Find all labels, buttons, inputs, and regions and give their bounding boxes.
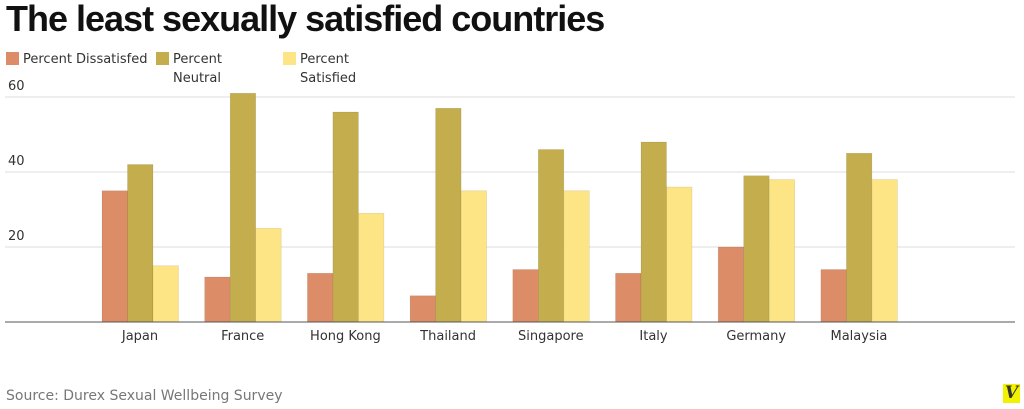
x-tick-label: Singapore xyxy=(518,329,584,344)
bar-germany-2 xyxy=(768,179,796,323)
y-tick-label: 40 xyxy=(8,154,25,169)
source-note: Source: Durex Sexual Wellbeing Survey xyxy=(6,388,283,404)
bar-hong-kong-0 xyxy=(307,272,334,323)
bar-malaysia-2 xyxy=(871,179,898,323)
x-tick-label: Germany xyxy=(726,329,786,344)
y-tick-label: 20 xyxy=(8,229,25,244)
legend-swatch xyxy=(283,52,296,65)
bar-italy-1 xyxy=(640,141,667,323)
bar-malaysia-0 xyxy=(820,269,847,323)
bar-thailand-2 xyxy=(460,190,487,323)
bar-france-0 xyxy=(204,276,231,323)
x-tick-label: Hong Kong xyxy=(310,329,381,344)
bar-singapore-1 xyxy=(537,149,565,323)
legend-neutral: Percent Neutral xyxy=(156,50,238,88)
legend-swatch xyxy=(6,52,19,65)
bar-italy-2 xyxy=(666,186,693,323)
chart-title: The least sexually satisfied countries xyxy=(6,0,605,39)
vox-logo: V xyxy=(1003,383,1020,403)
legend-satisfied: Percent Satisfied xyxy=(283,50,365,88)
bar-singapore-0 xyxy=(512,269,539,323)
bar-japan-1 xyxy=(127,164,154,323)
bar-japan-2 xyxy=(152,265,179,323)
bar-thailand-1 xyxy=(435,107,462,323)
bar-malaysia-1 xyxy=(846,152,873,323)
legend-swatch xyxy=(156,52,169,65)
bar-singapore-2 xyxy=(563,190,590,323)
bar-japan-0 xyxy=(101,190,128,323)
legend-label: Percent Dissatisfed xyxy=(23,52,148,67)
legend-label: Percent Satisfied xyxy=(300,52,357,86)
x-tick-label: Italy xyxy=(639,329,668,344)
bar-france-1 xyxy=(229,92,256,323)
bar-germany-1 xyxy=(743,175,770,323)
bar-thailand-0 xyxy=(409,295,436,323)
bar-hong-kong-2 xyxy=(358,212,385,323)
x-tick-label: France xyxy=(221,329,264,344)
bar-italy-0 xyxy=(615,272,642,323)
x-tick-label: Thailand xyxy=(419,329,476,344)
bar-hong-kong-1 xyxy=(332,111,359,323)
x-tick-label: Japan xyxy=(121,329,158,344)
legend-dissatisfied: Percent Dissatisfed xyxy=(6,50,148,69)
bar-france-2 xyxy=(255,227,282,323)
x-tick-label: Malaysia xyxy=(830,329,887,344)
legend-label: Percent Neutral xyxy=(173,52,222,86)
y-tick-label: 60 xyxy=(8,79,25,94)
bar-germany-0 xyxy=(717,246,745,323)
